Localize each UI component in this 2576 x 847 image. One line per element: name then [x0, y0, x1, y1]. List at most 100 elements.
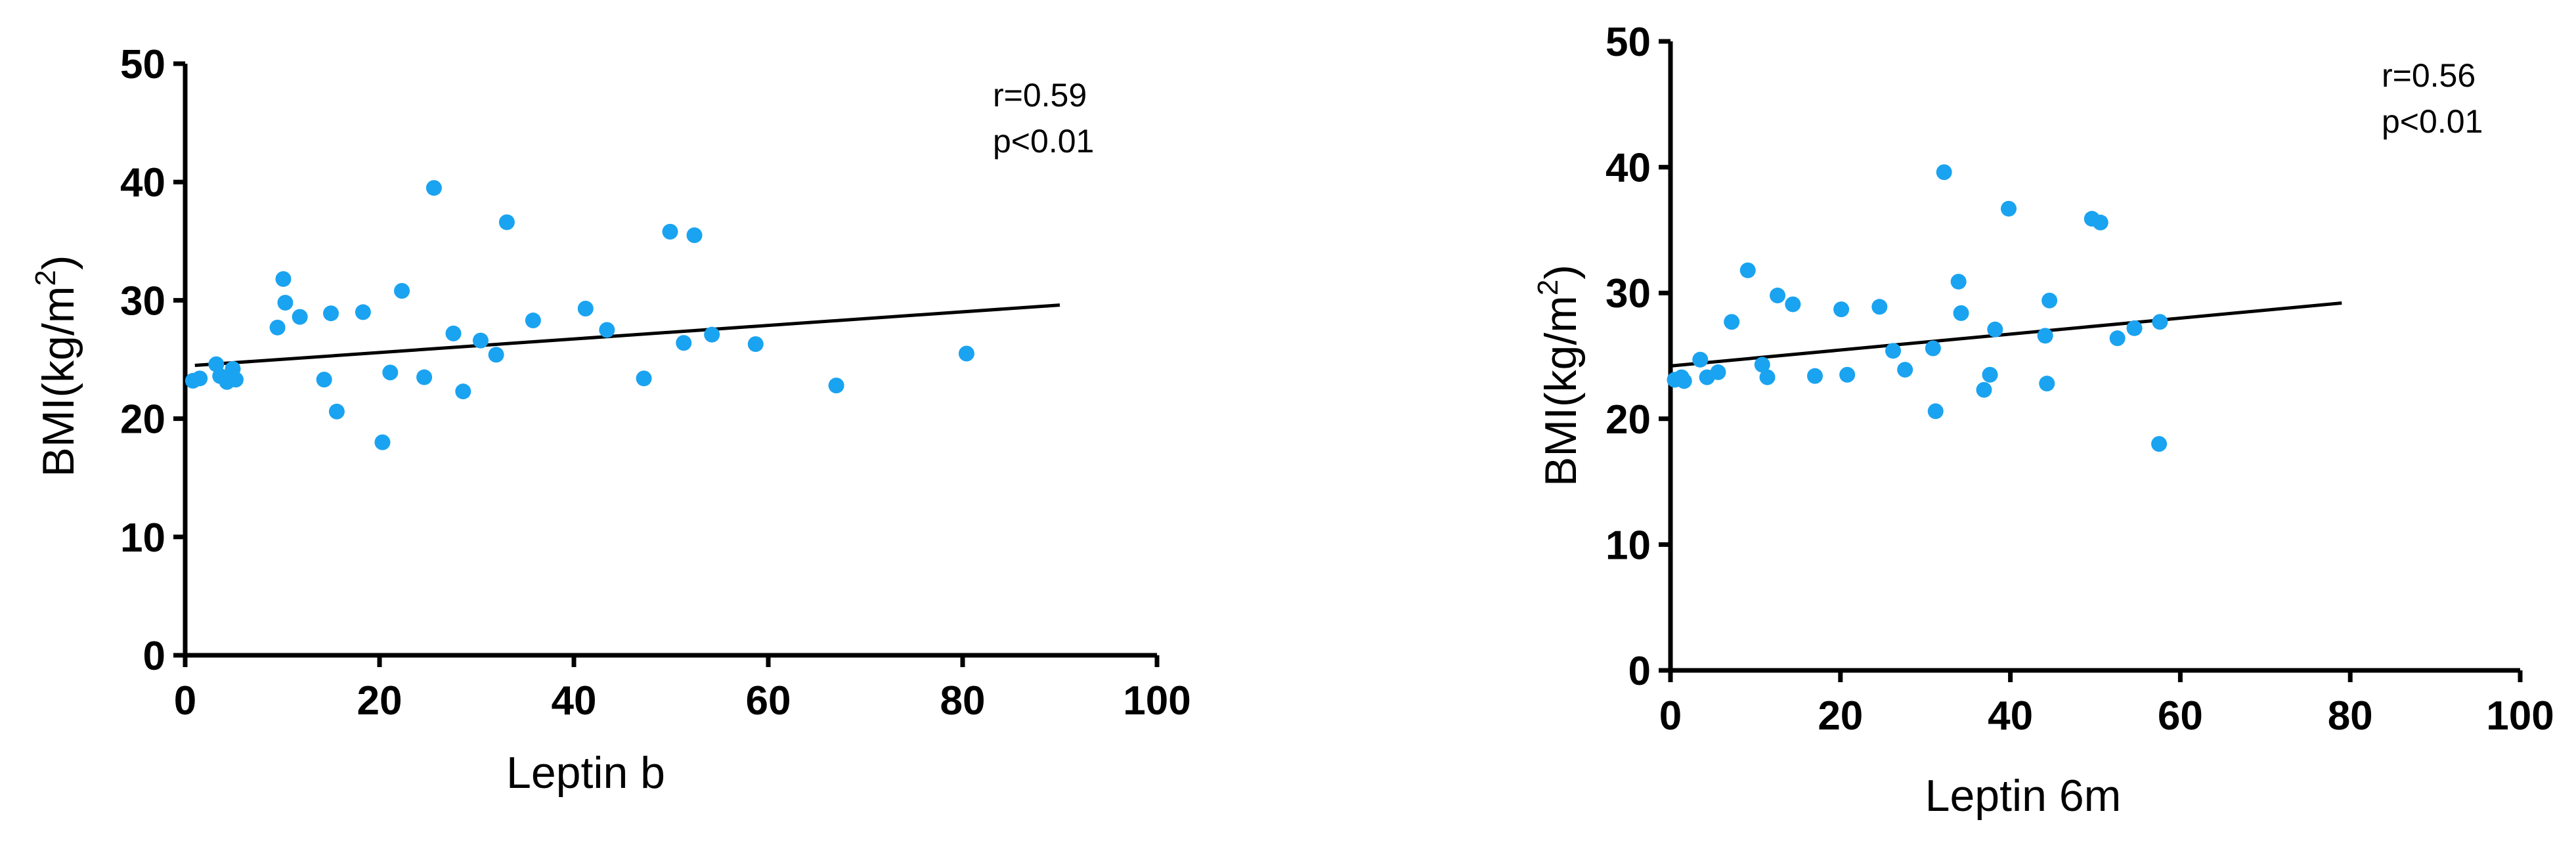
- data-point: [1982, 366, 1998, 383]
- data-point: [2152, 314, 2168, 330]
- data-point: [1806, 368, 1823, 384]
- data-point: [2001, 200, 2017, 217]
- data-point: [1927, 403, 1944, 420]
- data-point: [472, 332, 489, 349]
- data-point: [269, 319, 286, 336]
- x-axis-title: Leptin 6m: [1925, 771, 2122, 821]
- x-tick-label: 20: [1818, 693, 1863, 739]
- y-tick-label: 40: [1605, 146, 1651, 191]
- y-tick-label: 10: [120, 515, 165, 561]
- data-point: [1936, 164, 1952, 181]
- data-point: [2037, 328, 2053, 344]
- data-point: [323, 305, 339, 322]
- stats-annotation: r=0.56: [2382, 57, 2476, 94]
- data-point: [577, 301, 594, 317]
- data-point: [382, 364, 399, 381]
- y-tick-label: 0: [143, 634, 165, 679]
- data-point: [1759, 369, 1776, 385]
- data-point: [292, 309, 308, 325]
- data-point: [1953, 305, 1969, 321]
- data-point: [2126, 320, 2143, 336]
- data-point: [355, 304, 371, 320]
- y-tick-label: 50: [1605, 20, 1651, 65]
- data-point: [828, 378, 844, 394]
- data-point: [525, 313, 541, 329]
- data-point: [1839, 366, 1856, 383]
- x-tick-label: 80: [940, 678, 986, 724]
- data-point: [192, 370, 208, 387]
- data-point: [1885, 343, 1902, 359]
- data-point: [498, 214, 515, 230]
- data-point: [2151, 436, 2168, 452]
- y-tick-label: 40: [120, 160, 165, 206]
- data-point: [2092, 214, 2108, 230]
- data-point: [1739, 262, 1756, 278]
- data-point: [686, 227, 703, 244]
- data-point: [704, 326, 720, 343]
- data-point: [1754, 357, 1770, 373]
- y-tick-label: 50: [120, 42, 165, 87]
- data-point: [1925, 340, 1941, 357]
- data-point: [1692, 351, 1709, 368]
- data-point: [2109, 330, 2126, 347]
- x-tick-label: 80: [2328, 693, 2373, 739]
- data-point: [599, 322, 615, 338]
- data-point: [636, 370, 652, 387]
- data-point: [488, 347, 504, 363]
- x-tick-label: 60: [2158, 693, 2203, 739]
- y-tick-label: 20: [1605, 397, 1651, 443]
- data-point: [1710, 364, 1726, 380]
- data-point: [275, 271, 292, 287]
- y-axis-title: BMI(kg/m2): [1532, 265, 1586, 487]
- x-tick-label: 20: [357, 678, 403, 724]
- data-point: [328, 403, 345, 420]
- data-point: [445, 325, 462, 341]
- y-tick-label: 20: [120, 397, 165, 443]
- data-point: [662, 223, 678, 240]
- x-tick-label: 100: [1123, 678, 1190, 724]
- data-point: [1724, 314, 1740, 330]
- data-point: [426, 180, 442, 196]
- x-tick-label: 40: [1988, 693, 2033, 739]
- x-tick-label: 40: [552, 678, 597, 724]
- data-point: [1871, 299, 1888, 315]
- chart-1: 0 10 20 30 40 50 0 20 40 60 80 100 Leptin b BMI(kg/m2…: [30, 42, 1191, 798]
- x-tick-label: 0: [1659, 693, 1682, 739]
- data-point: [208, 356, 225, 372]
- data-point: [374, 434, 391, 450]
- data-point: [1770, 288, 1786, 304]
- data-point: [2041, 292, 2058, 309]
- data-point: [316, 372, 332, 388]
- data-point: [416, 369, 433, 385]
- stats-annotation: r=0.59: [993, 77, 1087, 114]
- x-axis-title: Leptin b: [506, 748, 665, 798]
- stats-annotation: p<0.01: [993, 123, 1094, 160]
- data-point: [1950, 273, 1967, 290]
- y-tick-label: 30: [120, 278, 165, 324]
- data-point: [958, 345, 974, 362]
- data-point: [676, 335, 692, 351]
- x-tick-label: 60: [746, 678, 791, 724]
- y-axis-title: BMI(kg/m2): [30, 255, 83, 477]
- data-point: [394, 282, 410, 299]
- data-point: [1785, 296, 1801, 313]
- chart-2: 0 10 20 30 40 50 0 20 40 60 80 100 Leptin 6m BMI(kg/m…: [1532, 20, 2554, 821]
- data-point: [455, 383, 471, 400]
- data-point: [1676, 373, 1692, 389]
- data-point: [2039, 376, 2055, 392]
- regression-line: [1670, 301, 2342, 368]
- x-tick-label: 100: [2486, 693, 2554, 739]
- y-tick-label: 0: [1628, 649, 1651, 694]
- data-point: [1897, 362, 1913, 378]
- data-point: [277, 295, 294, 311]
- y-tick-label: 30: [1605, 271, 1651, 316]
- x-tick-label: 0: [174, 678, 196, 724]
- regression-line: [194, 303, 1060, 368]
- data-point: [1987, 321, 2003, 337]
- data-point: [1833, 301, 1850, 318]
- y-tick-label: 10: [1605, 523, 1651, 568]
- data-point: [1976, 381, 1992, 398]
- stats-annotation: p<0.01: [2382, 103, 2483, 140]
